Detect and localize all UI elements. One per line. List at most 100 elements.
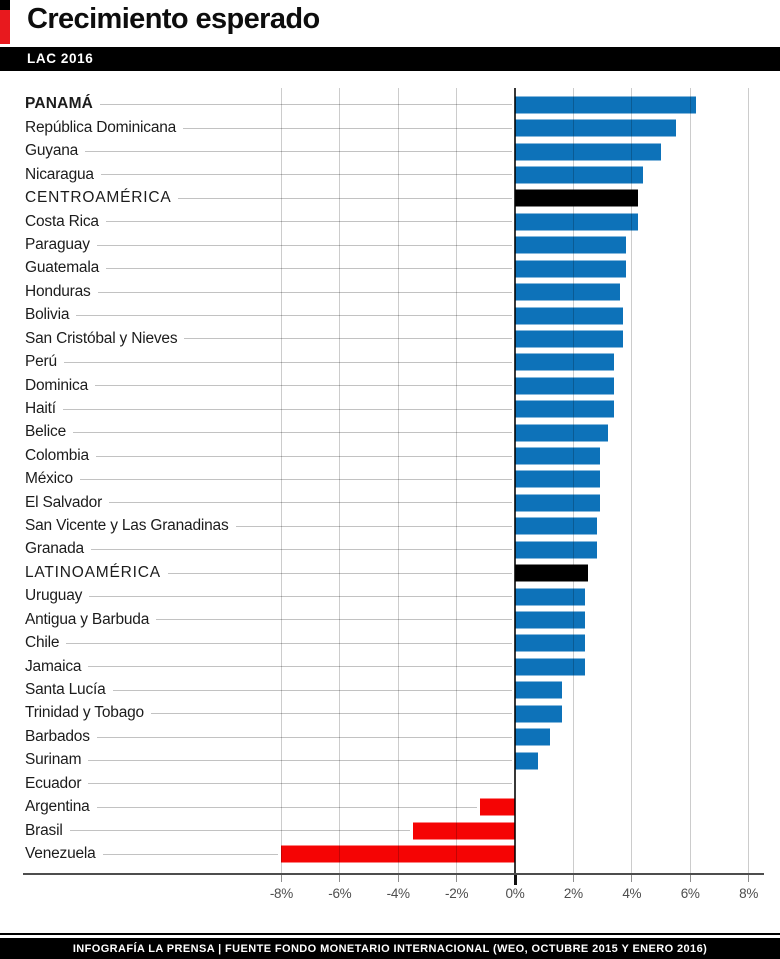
- chart-row: LATINOAMÉRICA: [0, 561, 780, 584]
- row-label: Belice: [25, 423, 67, 441]
- subtitle-bar: LAC 2016: [0, 47, 780, 71]
- leader-line: [66, 642, 512, 644]
- chart-row: CENTROAMÉRICA: [0, 187, 780, 210]
- row-label: Ecuador: [25, 774, 82, 792]
- chart-row: Guatemala: [0, 257, 780, 280]
- leader-line: [96, 244, 512, 246]
- leader-line: [85, 151, 512, 153]
- leader-line: [88, 783, 512, 785]
- chart-row: Ecuador: [0, 772, 780, 795]
- bar: [515, 400, 615, 418]
- row-label: Santa Lucía: [25, 681, 106, 698]
- accent-black-square: [0, 0, 10, 10]
- leader-line: [76, 315, 512, 316]
- leader-line: [79, 478, 512, 480]
- leader-line: [156, 619, 512, 621]
- row-label: PANAMÁ: [25, 95, 94, 113]
- chart-row: Argentina: [0, 796, 780, 819]
- chart-row: Antigua y Barbuda: [0, 608, 780, 631]
- chart-row: Granada: [0, 538, 780, 561]
- axis-tick: [513, 875, 517, 885]
- row-label: LATINOAMÉRICA: [25, 563, 161, 581]
- chart-row: Barbados: [0, 725, 780, 748]
- leader-line: [100, 104, 512, 106]
- chart-row: Chile: [0, 632, 780, 655]
- bar: [515, 143, 661, 161]
- row-label: Granada: [25, 540, 84, 558]
- row-label: San Cristóbal y Nieves: [25, 329, 178, 347]
- bar: [515, 517, 597, 535]
- bar: [515, 260, 626, 278]
- bar: [515, 283, 621, 301]
- bar: [515, 728, 551, 746]
- bar: [515, 564, 588, 582]
- row-label: El Salvador: [25, 493, 103, 511]
- leader-line: [109, 502, 512, 504]
- chart-row: Colombia: [0, 444, 780, 467]
- source-credit: INFOGRAFÍA LA PRENSA | FUENTE FONDO MONE…: [72, 942, 708, 955]
- bar: [515, 236, 626, 254]
- chart-row: Guyana: [0, 140, 780, 163]
- row-label: Guyana: [25, 142, 79, 160]
- footer-bar: INFOGRAFÍA LA PRENSA | FUENTE FONDO MONE…: [0, 938, 780, 959]
- chart-row: Dominica: [0, 374, 780, 397]
- chart-row: Jamaica: [0, 655, 780, 678]
- row-label: CENTROAMÉRICA: [25, 189, 172, 207]
- row-label: Uruguay: [25, 587, 83, 605]
- bar: [281, 845, 515, 863]
- chart-row: República Dominicana: [0, 116, 780, 139]
- chart-row: Bolivia: [0, 304, 780, 327]
- chart-row: Santa Lucía: [0, 679, 780, 702]
- axis-tick: [456, 875, 458, 882]
- bar: [515, 119, 676, 137]
- bar: [515, 424, 609, 442]
- leader-line: [178, 197, 512, 199]
- bar: [515, 588, 586, 606]
- row-label: San Vicente y Las Granadinas: [25, 517, 229, 535]
- row-label: República Dominicana: [25, 118, 177, 136]
- row-label: Guatemala: [25, 259, 100, 277]
- leader-line: [95, 455, 512, 457]
- axis-tick: [339, 875, 341, 882]
- bar: [515, 470, 600, 488]
- row-label: Colombia: [25, 446, 89, 464]
- chart-row: Surinam: [0, 749, 780, 772]
- row-label: Dominica: [25, 376, 89, 394]
- leader-line: [102, 853, 279, 855]
- accent-red-bar: [0, 10, 10, 44]
- bar: [515, 307, 624, 324]
- axis-tick: [748, 875, 750, 882]
- bar: [515, 611, 586, 629]
- leader-line: [96, 736, 512, 738]
- chart-row: Belice: [0, 421, 780, 444]
- leader-line: [63, 361, 512, 363]
- row-label: Honduras: [25, 282, 91, 300]
- bar: [412, 822, 515, 840]
- header: Crecimiento esperado: [0, 0, 780, 47]
- chart-row: San Vicente y Las Granadinas: [0, 515, 780, 538]
- axis-tick: [689, 875, 691, 882]
- chart-row: México: [0, 468, 780, 491]
- chart-row: Nicaragua: [0, 163, 780, 186]
- axis-tick-label: 4%: [622, 886, 642, 901]
- leader-line: [97, 291, 512, 293]
- axis-tick-label: -2%: [445, 886, 469, 901]
- bar-rows: PANAMÁ República Dominicana Guyana Nicaragu…: [0, 93, 780, 866]
- row-label: Costa Rica: [25, 212, 99, 230]
- axis-tick-label: 2%: [563, 886, 583, 901]
- bar: [515, 447, 600, 465]
- bar: [515, 541, 597, 559]
- x-axis: -8% -6% -4% -2% 0% 2% 4% 6% 8%: [0, 875, 780, 917]
- chart-row: Venezuela: [0, 843, 780, 866]
- leader-line: [150, 713, 512, 715]
- bar: [515, 377, 615, 395]
- chart-row: Haití: [0, 397, 780, 420]
- leader-line: [167, 572, 512, 574]
- leader-line: [106, 268, 512, 270]
- row-label: Chile: [25, 634, 60, 652]
- axis-tick-label: 6%: [680, 886, 700, 901]
- subtitle-label: LAC 2016: [27, 51, 94, 66]
- page-title: Crecimiento esperado: [27, 3, 320, 35]
- leader-line: [88, 666, 512, 668]
